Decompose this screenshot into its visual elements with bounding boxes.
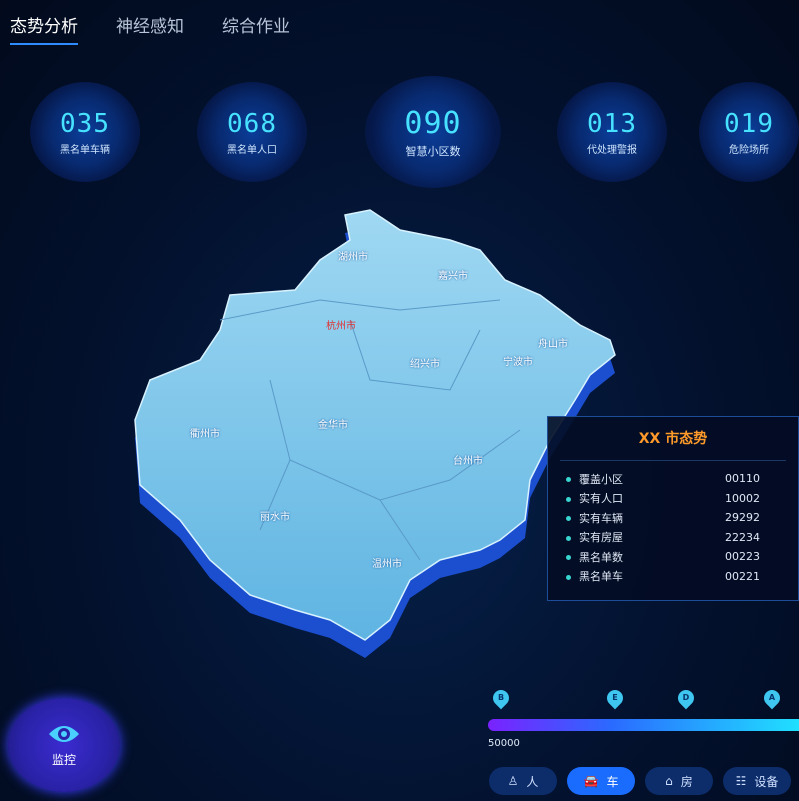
monitor-button[interactable]: 监控 — [8, 698, 120, 792]
marker-label: D — [682, 693, 690, 702]
stat-blacklist-vehicles: 035 黑名单车辆 — [30, 82, 140, 182]
city-label[interactable]: 衢州市 — [190, 429, 220, 440]
filter-device-button[interactable]: ☷ 设备 — [723, 767, 791, 795]
filter-car-button[interactable]: 🚘 车 — [567, 767, 635, 795]
tab-integrated-operations[interactable]: 综合作业 — [222, 17, 290, 37]
stat-dangerous-places: 019 危险场所 — [699, 82, 799, 182]
stat-label: 黑名单人口 — [227, 144, 277, 156]
timeline-marker[interactable]: E — [603, 686, 627, 710]
row-value: 00221 — [725, 569, 760, 583]
timeline-bar[interactable] — [488, 719, 799, 731]
city-situation-panel: XX 市态势 覆盖小区 00110 实有人口 10002 实有车辆 29292 实有房… — [547, 416, 799, 601]
stat-value: 013 — [587, 108, 637, 139]
stat-pending-alerts: 013 代处理警报 — [557, 82, 667, 182]
device-icon: ☷ — [735, 774, 747, 788]
house-icon: ⌂ — [665, 774, 673, 788]
filter-label: 车 — [606, 774, 619, 789]
row-value: 10002 — [725, 491, 760, 505]
bullet-icon — [566, 535, 571, 541]
marker-label: B — [497, 693, 505, 702]
timeline-marker[interactable]: B — [489, 686, 513, 710]
stat-smart-communities: 090 智慧小区数 — [365, 76, 501, 188]
row-label: 覆盖小区 — [579, 472, 623, 486]
stat-value: 068 — [227, 108, 277, 139]
panel-row: 黑名单车 00221 — [548, 567, 798, 587]
filter-label: 设备 — [754, 774, 779, 789]
panel-title: XX 市态势 — [560, 428, 786, 461]
panel-row: 黑名单数 00223 — [548, 547, 798, 567]
city-label[interactable]: 湖州市 — [338, 252, 368, 263]
tab-situation-analysis[interactable]: 态势分析 — [10, 12, 78, 45]
row-label: 实有车辆 — [579, 511, 623, 525]
row-value: 22234 — [725, 530, 760, 544]
bullet-icon — [566, 555, 571, 561]
bullet-icon — [566, 496, 571, 502]
marker-label: A — [768, 693, 776, 702]
panel-row: 实有车辆 29292 — [548, 508, 798, 528]
city-label[interactable]: 金华市 — [318, 420, 348, 431]
timeline-marker[interactable]: D — [674, 686, 698, 710]
filter-label: 人 — [526, 774, 539, 789]
tab-neural-perception[interactable]: 神经感知 — [116, 17, 184, 37]
row-label: 黑名单车 — [579, 570, 623, 584]
car-icon: 🚘 — [583, 774, 599, 788]
city-label[interactable]: 台州市 — [453, 456, 483, 467]
timeline-value-label: 50000 — [488, 738, 520, 749]
province-map[interactable]: 湖州市 嘉兴市 杭州市 舟山市 绍兴市 宁波市 衢州市 金华市 台州市 丽水市 … — [120, 200, 630, 670]
city-label[interactable]: 舟山市 — [538, 339, 568, 350]
filter-label: 房 — [680, 774, 693, 789]
stat-value: 019 — [724, 108, 774, 139]
city-label[interactable]: 嘉兴市 — [438, 271, 468, 282]
map-shape — [134, 209, 616, 658]
filter-buttons: ♙ 人 🚘 车 ⌂ 房 ☷ 设备 — [489, 767, 791, 795]
person-icon: ♙ — [507, 774, 519, 788]
city-label[interactable]: 丽水市 — [260, 512, 290, 523]
row-label: 实有房屋 — [579, 531, 623, 545]
row-value: 00110 — [725, 472, 760, 486]
top-tabs: 态势分析 神经感知 综合作业 — [10, 12, 290, 45]
filter-house-button[interactable]: ⌂ 房 — [645, 767, 713, 795]
city-label[interactable]: 温州市 — [372, 559, 402, 570]
panel-row: 覆盖小区 00110 — [548, 469, 798, 489]
panel-row: 实有人口 10002 — [548, 489, 798, 509]
panel-row: 实有房屋 22234 — [548, 528, 798, 548]
city-label-highlighted[interactable]: 杭州市 — [326, 321, 356, 332]
stat-label: 代处理警报 — [587, 144, 637, 156]
stat-label: 危险场所 — [729, 144, 769, 156]
row-value: 00223 — [725, 550, 760, 564]
marker-label: E — [612, 693, 618, 702]
eye-icon — [49, 725, 79, 742]
stat-label: 黑名单车辆 — [60, 144, 110, 156]
bullet-icon — [566, 574, 571, 580]
stat-value: 035 — [60, 108, 110, 139]
city-label[interactable]: 宁波市 — [503, 357, 533, 368]
monitor-label: 监控 — [51, 752, 76, 767]
row-value: 29292 — [725, 511, 760, 525]
bullet-icon — [566, 477, 571, 483]
row-label: 黑名单数 — [579, 550, 623, 564]
filter-person-button[interactable]: ♙ 人 — [489, 767, 557, 795]
row-label: 实有人口 — [579, 492, 623, 506]
stat-label: 智慧小区数 — [405, 144, 461, 158]
stat-blacklist-population: 068 黑名单人口 — [197, 82, 307, 182]
timeline-marker[interactable]: A — [760, 686, 784, 710]
bullet-icon — [566, 516, 571, 522]
stat-value: 090 — [404, 105, 462, 141]
city-label[interactable]: 绍兴市 — [410, 359, 440, 370]
